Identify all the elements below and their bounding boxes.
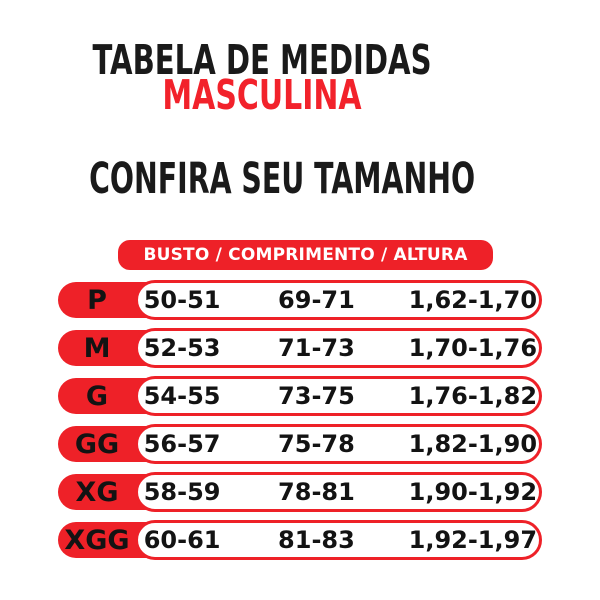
title-block: TABELA DE MEDIDAS MASCULINA CONFIRA SEU … bbox=[0, 36, 524, 201]
table-row-xg: XG 58-59 78-81 1,90-1,92 bbox=[58, 472, 542, 512]
table-header-label: BUSTO / COMPRIMENTO / ALTURA bbox=[143, 245, 468, 265]
busto-value: 54-55 bbox=[143, 382, 221, 410]
size-label: G bbox=[85, 380, 109, 412]
table-row-m: M 52-53 71-73 1,70-1,76 bbox=[58, 328, 542, 368]
comprimento-value: 81-83 bbox=[278, 526, 355, 554]
size-label: M bbox=[83, 332, 111, 364]
values-pill: 58-59 78-81 1,90-1,92 bbox=[135, 472, 542, 512]
values-pill: 50-51 69-71 1,62-1,70 bbox=[135, 280, 542, 320]
busto-value: 58-59 bbox=[143, 478, 221, 506]
table-row-g: G 54-55 73-75 1,76-1,82 bbox=[58, 376, 542, 416]
altura-value: 1,90-1,92 bbox=[408, 478, 538, 506]
busto-value: 60-61 bbox=[143, 526, 221, 554]
table-header-bar: BUSTO / COMPRIMENTO / ALTURA bbox=[118, 240, 493, 270]
values-pill: 60-61 81-83 1,92-1,97 bbox=[135, 520, 542, 560]
table-row-xgg: XGG 60-61 81-83 1,92-1,97 bbox=[58, 520, 542, 560]
altura-value: 1,76-1,82 bbox=[408, 382, 538, 410]
size-table: BUSTO / COMPRIMENTO / ALTURA P 50-51 69-… bbox=[58, 240, 542, 568]
comprimento-value: 71-73 bbox=[278, 334, 355, 362]
comprimento-value: 75-78 bbox=[278, 430, 355, 458]
size-label: XG bbox=[75, 476, 119, 508]
busto-value: 56-57 bbox=[143, 430, 221, 458]
page-title: TABELA DE MEDIDAS bbox=[92, 36, 432, 84]
page-title-gender: MASCULINA bbox=[162, 71, 362, 119]
comprimento-value: 69-71 bbox=[278, 286, 355, 314]
busto-value: 52-53 bbox=[143, 334, 221, 362]
size-label: GG bbox=[74, 428, 120, 460]
values-pill: 54-55 73-75 1,76-1,82 bbox=[135, 376, 542, 416]
altura-value: 1,92-1,97 bbox=[408, 526, 538, 554]
altura-value: 1,70-1,76 bbox=[408, 334, 538, 362]
values-pill: 52-53 71-73 1,70-1,76 bbox=[135, 328, 542, 368]
comprimento-value: 78-81 bbox=[278, 478, 355, 506]
busto-value: 50-51 bbox=[143, 286, 221, 314]
altura-value: 1,62-1,70 bbox=[408, 286, 538, 314]
size-label: P bbox=[87, 284, 107, 316]
table-row-gg: GG 56-57 75-78 1,82-1,90 bbox=[58, 424, 542, 464]
size-label: XGG bbox=[64, 524, 130, 556]
table-row-p: P 50-51 69-71 1,62-1,70 bbox=[58, 280, 542, 320]
altura-value: 1,82-1,90 bbox=[408, 430, 538, 458]
values-pill: 56-57 75-78 1,82-1,90 bbox=[135, 424, 542, 464]
comprimento-value: 73-75 bbox=[278, 382, 355, 410]
section-heading: CONFIRA SEU TAMANHO bbox=[89, 154, 476, 204]
